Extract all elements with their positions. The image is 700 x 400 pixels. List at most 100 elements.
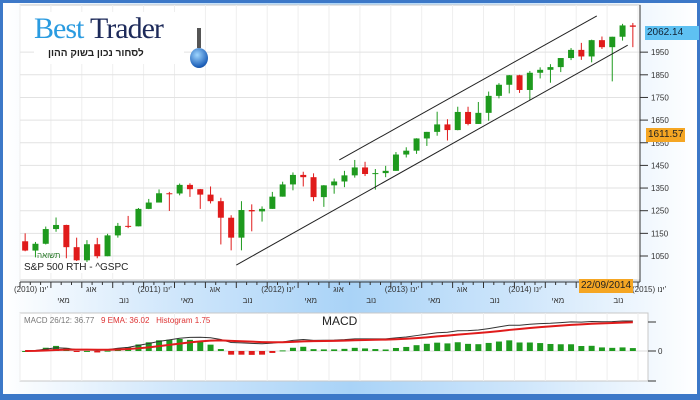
macd-histogram-bar bbox=[454, 342, 461, 351]
macd-histogram-bar bbox=[53, 345, 60, 351]
candle-body bbox=[382, 170, 389, 174]
candle-body bbox=[320, 185, 327, 198]
candle-body bbox=[94, 244, 101, 257]
candle-body bbox=[63, 224, 70, 248]
macd-histogram-value: Histogram 1.75 bbox=[156, 316, 211, 325]
macd-histogram-bar bbox=[176, 339, 183, 351]
candle-body bbox=[372, 173, 379, 175]
macd-histogram-bar bbox=[434, 342, 441, 351]
candle-body bbox=[300, 174, 307, 178]
candle-body bbox=[217, 201, 224, 218]
macd-histogram-bar bbox=[557, 344, 564, 351]
trendline bbox=[339, 15, 598, 161]
y-tick-label: 1750 bbox=[651, 93, 669, 102]
candle-body bbox=[269, 196, 276, 209]
x-tick-label: (2015) ינו' bbox=[632, 285, 667, 294]
macd-histogram-bar bbox=[217, 349, 224, 351]
x-tick-label: אוג bbox=[210, 285, 220, 294]
candle-body bbox=[197, 189, 204, 195]
trendline bbox=[236, 44, 628, 266]
x-tick-label: (2014) ינו' bbox=[508, 285, 543, 294]
x-tick-label: נוב bbox=[490, 296, 500, 305]
candle-body bbox=[588, 40, 595, 57]
logo-best: Best bbox=[34, 12, 84, 45]
candle-body bbox=[114, 225, 121, 236]
candle-body bbox=[619, 25, 626, 37]
macd-histogram-bar bbox=[372, 349, 379, 351]
y-tick-label: 1950 bbox=[651, 48, 669, 57]
macd-histogram-bar bbox=[598, 347, 605, 351]
logo-globe-icon bbox=[190, 48, 208, 68]
macd-histogram-bar bbox=[289, 347, 296, 351]
macd-histogram-bar bbox=[403, 346, 410, 351]
symbol-label: S&P 500 RTH - ^GSPC bbox=[24, 262, 129, 273]
x-tick-label: (2010) ינו' bbox=[14, 285, 49, 294]
logo-tagline: לסחור נכון בשוק ההון bbox=[48, 48, 144, 59]
candle-body bbox=[475, 112, 482, 124]
y-tick-label: 1650 bbox=[651, 116, 669, 125]
macd-histogram-bar bbox=[331, 349, 338, 351]
candle-body bbox=[598, 40, 605, 48]
candle-body bbox=[341, 175, 348, 182]
logo-antenna-icon bbox=[197, 28, 201, 48]
x-tick-label: מאי bbox=[304, 296, 317, 305]
x-tick-label: אוג bbox=[457, 285, 467, 294]
candle-body bbox=[73, 247, 80, 261]
macd-histogram-bar bbox=[506, 340, 513, 351]
candle-body bbox=[248, 210, 255, 212]
y-tick-label: 1350 bbox=[651, 184, 669, 193]
x-tick-label: (2013) ינו' bbox=[385, 285, 420, 294]
x-tick-label: (2012) ינו' bbox=[261, 285, 296, 294]
candle-body bbox=[279, 184, 286, 197]
y-tick-label: 1150 bbox=[651, 229, 669, 238]
x-tick-label: נוב bbox=[366, 296, 376, 305]
macd-histogram-bar bbox=[248, 351, 255, 355]
candle-body bbox=[259, 208, 266, 212]
macd-histogram-bar bbox=[228, 351, 235, 355]
marker-date-tag: 22/09/2014 bbox=[579, 279, 634, 293]
macd-histogram-bar bbox=[382, 349, 389, 351]
candle-body bbox=[516, 75, 523, 90]
candle-body bbox=[526, 72, 533, 90]
y-tick-label: 1250 bbox=[651, 207, 669, 216]
yield-label: תשואה bbox=[37, 251, 61, 260]
macd-histogram-bar bbox=[22, 351, 29, 352]
logo: Best Trader לסחור נכון בשוק ההון bbox=[34, 12, 208, 68]
candle-body bbox=[125, 225, 132, 227]
macd-histogram-bar bbox=[207, 344, 214, 351]
macd-histogram-bar bbox=[537, 343, 544, 351]
macd-histogram-bar bbox=[413, 345, 420, 351]
macd-histogram-bar bbox=[279, 350, 286, 352]
marker-price-tag: 1611.57 bbox=[646, 128, 686, 142]
candle-body bbox=[403, 150, 410, 155]
macd-histogram-bar bbox=[300, 346, 307, 351]
x-tick-label: מאי bbox=[181, 296, 194, 305]
macd-zero-label: 0 bbox=[658, 347, 663, 356]
y-tick-label: 1850 bbox=[651, 71, 669, 80]
macd-histogram-bar bbox=[495, 341, 502, 351]
candle-body bbox=[485, 95, 492, 113]
candle-body bbox=[423, 131, 430, 139]
candle-body bbox=[53, 224, 60, 230]
x-tick-label: (2011) ינו' bbox=[138, 285, 173, 294]
macd-histogram-bar bbox=[475, 344, 482, 351]
candle-body bbox=[362, 167, 369, 175]
candle-body bbox=[351, 167, 358, 176]
macd-histogram-bar bbox=[568, 344, 575, 351]
macd-title: MACD bbox=[322, 314, 358, 328]
x-tick-label: מאי bbox=[57, 296, 70, 305]
candle-body bbox=[495, 84, 502, 96]
candle-body bbox=[537, 69, 544, 73]
candle-body bbox=[289, 174, 296, 185]
candle-body bbox=[434, 124, 441, 132]
macd-params: MACD 26/12: 36.77 bbox=[24, 316, 95, 325]
macd-histogram-bar bbox=[351, 347, 358, 351]
macd-histogram-bar bbox=[73, 351, 80, 352]
x-tick-label: נוב bbox=[243, 296, 253, 305]
macd-histogram-bar bbox=[516, 342, 523, 351]
candle-body bbox=[413, 138, 420, 151]
macd-histogram-bar bbox=[94, 351, 101, 353]
macd-histogram-bar bbox=[578, 346, 585, 351]
candle-body bbox=[609, 36, 616, 48]
macd-histogram-bar bbox=[485, 342, 492, 351]
